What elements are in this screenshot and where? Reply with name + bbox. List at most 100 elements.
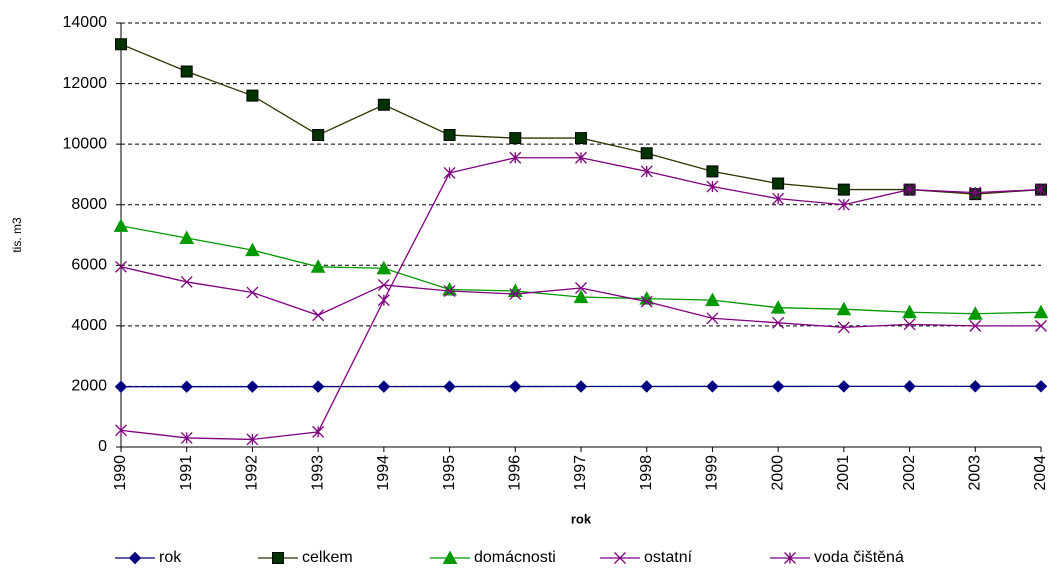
point-marker (377, 98, 390, 111)
point-marker (115, 38, 127, 51)
legend-label: domácnosti (474, 549, 556, 566)
point-marker (376, 260, 392, 275)
point-marker (509, 132, 522, 145)
point-marker (115, 424, 127, 437)
x-axis-label: rok (571, 511, 592, 526)
point-marker (377, 294, 390, 307)
point-marker (1033, 304, 1049, 319)
point-marker (575, 132, 587, 145)
point-marker (312, 309, 325, 322)
x-tick-label: 1991 (178, 455, 195, 491)
point-marker (443, 166, 456, 179)
point-marker (115, 260, 127, 273)
point-marker (246, 433, 259, 446)
point-marker (246, 89, 259, 102)
y-tick-label: 10000 (63, 135, 108, 152)
point-marker (640, 147, 653, 160)
x-tick-label: 1996 (507, 455, 524, 491)
point-marker (969, 319, 982, 332)
point-marker (113, 218, 129, 232)
point-marker (1035, 183, 1047, 196)
y-axis-label: tis. m3 (10, 217, 24, 253)
point-marker (706, 180, 719, 193)
x-tick-label: 2003 (967, 455, 984, 491)
legend-label: voda čištěná (814, 549, 904, 566)
point-marker (772, 316, 785, 329)
point-marker (640, 380, 653, 393)
point-marker (903, 380, 916, 393)
point-marker (706, 165, 719, 178)
point-marker (837, 198, 850, 211)
point-marker (706, 380, 719, 393)
legend-marker (784, 552, 796, 564)
point-marker (640, 295, 653, 308)
x-tick-label: 1999 (704, 455, 721, 491)
y-tick-label: 2000 (71, 378, 107, 395)
point-marker (902, 304, 917, 319)
x-tick-label: 2002 (901, 455, 918, 491)
y-tick-label: 8000 (71, 196, 107, 213)
point-marker (575, 282, 587, 294)
point-marker (837, 321, 850, 334)
x-tick-label: 2000 (769, 455, 786, 491)
point-marker (640, 165, 653, 178)
x-tick-label: 1990 (112, 455, 129, 491)
point-marker (574, 380, 588, 393)
point-marker (967, 306, 983, 320)
y-tick-label: 4000 (71, 317, 107, 334)
point-marker (310, 259, 326, 273)
point-marker (246, 380, 259, 393)
point-marker (180, 380, 193, 393)
point-marker (1035, 319, 1047, 332)
point-marker (509, 288, 522, 301)
point-marker (903, 318, 916, 331)
x-tick-label: 1994 (375, 455, 392, 491)
point-marker (837, 183, 850, 196)
point-marker (377, 380, 391, 393)
point-marker (772, 192, 785, 205)
point-marker (179, 230, 195, 245)
point-marker (770, 300, 786, 314)
point-marker (1034, 380, 1048, 393)
point-marker (443, 380, 456, 393)
y-tick-label: 6000 (71, 257, 107, 274)
point-marker (771, 380, 785, 393)
x-tick-label: 2004 (1032, 455, 1049, 491)
x-tick-label: 1998 (638, 455, 655, 491)
x-tick-label: 1993 (309, 455, 326, 491)
point-marker (180, 65, 193, 78)
point-marker (969, 186, 982, 199)
y-tick-label: 14000 (63, 14, 108, 31)
point-marker (312, 129, 325, 142)
point-marker (509, 151, 522, 164)
point-marker (443, 285, 456, 297)
y-tick-label: 12000 (63, 75, 108, 92)
x-tick-label: 1995 (441, 455, 458, 491)
y-tick-label: 0 (98, 438, 107, 455)
legend-label: rok (159, 549, 182, 566)
x-tick-label: 2001 (835, 455, 852, 491)
point-marker (772, 177, 785, 190)
point-marker (377, 279, 390, 291)
point-marker (180, 431, 193, 444)
point-marker (837, 380, 851, 393)
point-marker (509, 380, 522, 393)
x-tick-label: 1992 (244, 455, 261, 491)
series-line (120, 43, 1042, 195)
x-tick-label: 1997 (572, 455, 589, 491)
point-marker (573, 289, 589, 304)
legend-marker (272, 552, 284, 564)
point-marker (969, 380, 982, 393)
legend-label: celkem (302, 549, 353, 566)
legend-marker (442, 550, 458, 564)
point-marker (311, 380, 325, 393)
point-marker (245, 242, 260, 257)
point-marker (312, 425, 325, 438)
point-marker (246, 286, 259, 299)
point-marker (575, 151, 587, 164)
point-marker (706, 312, 719, 325)
point-marker (442, 281, 457, 296)
point-marker (836, 301, 852, 316)
legend-marker (614, 552, 626, 564)
